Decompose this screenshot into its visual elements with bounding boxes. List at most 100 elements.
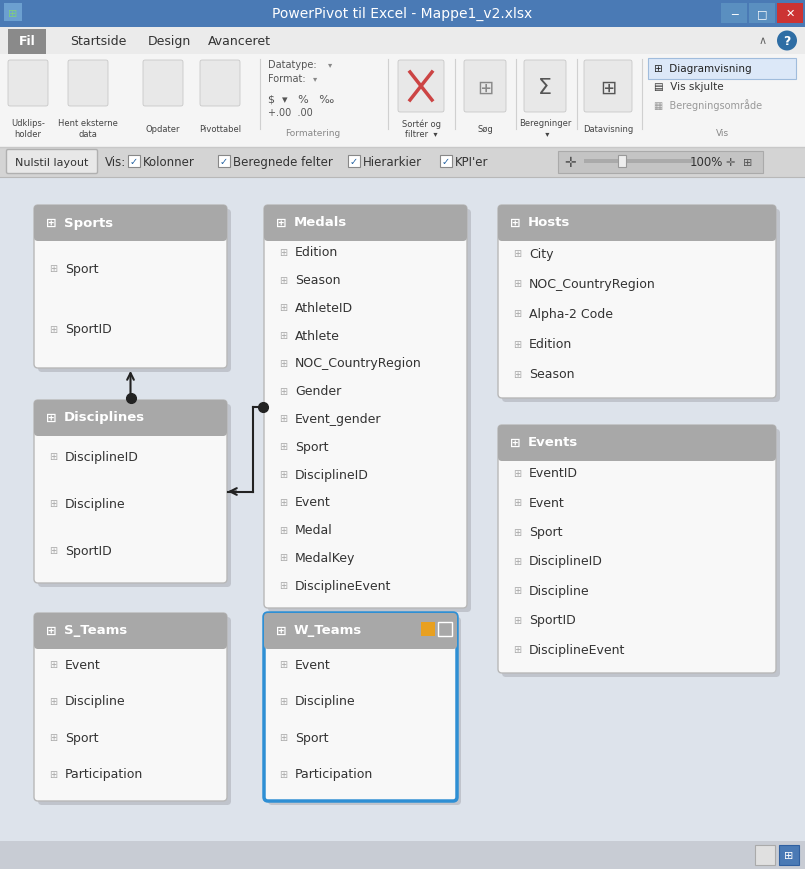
Text: MedalKey: MedalKey	[295, 551, 355, 564]
Text: DisciplineEvent: DisciplineEvent	[295, 579, 391, 592]
Bar	[39, 406, 222, 429]
FancyBboxPatch shape	[498, 426, 776, 461]
Text: ⊞: ⊞	[513, 527, 521, 537]
Text: ⊞: ⊞	[600, 78, 616, 97]
Bar	[0, 28, 805, 55]
Text: Participation: Participation	[295, 767, 374, 780]
Bar	[348, 156, 360, 168]
FancyBboxPatch shape	[34, 206, 227, 368]
FancyBboxPatch shape	[68, 61, 108, 107]
Text: ?: ?	[783, 35, 791, 48]
FancyBboxPatch shape	[498, 206, 776, 399]
Text: ⊞: ⊞	[279, 331, 287, 341]
Text: ⊞: ⊞	[49, 264, 57, 274]
Text: Kolonner: Kolonner	[143, 156, 195, 169]
Text: ⊞: ⊞	[276, 216, 287, 229]
Bar	[269, 640, 452, 646]
Text: ⊞: ⊞	[513, 249, 521, 259]
Bar	[558, 152, 763, 174]
Text: Participation: Participation	[65, 767, 143, 780]
Text: S_Teams: S_Teams	[64, 624, 127, 637]
Text: Athlete: Athlete	[295, 329, 340, 342]
Text: ⊞: ⊞	[513, 556, 521, 567]
FancyBboxPatch shape	[268, 209, 471, 613]
Text: Vis:: Vis:	[105, 156, 126, 169]
Bar	[218, 156, 230, 168]
Text: ✓: ✓	[220, 156, 228, 167]
Text: Edition: Edition	[529, 338, 572, 351]
Text: ⊞: ⊞	[279, 553, 287, 563]
Text: DisciplineEvent: DisciplineEvent	[529, 643, 625, 656]
Bar	[39, 427, 222, 433]
Bar	[4, 4, 22, 22]
Text: ⊞: ⊞	[513, 309, 521, 319]
Text: Gender: Gender	[295, 385, 341, 398]
Bar	[503, 430, 771, 454]
FancyBboxPatch shape	[498, 426, 776, 673]
Text: Sport: Sport	[295, 731, 328, 744]
Text: DisciplineID: DisciplineID	[295, 468, 369, 481]
Text: ⊞: ⊞	[513, 586, 521, 596]
Text: Sport: Sport	[65, 731, 98, 744]
Text: ⊞: ⊞	[49, 733, 57, 742]
FancyBboxPatch shape	[143, 61, 183, 107]
Text: ⊞  Diagramvisning: ⊞ Diagramvisning	[654, 64, 752, 74]
Text: ∧: ∧	[759, 36, 767, 46]
Text: Vis: Vis	[716, 129, 729, 138]
Text: ⊞: ⊞	[279, 497, 287, 507]
Text: ⊞: ⊞	[279, 733, 287, 742]
Text: ⊞: ⊞	[276, 624, 287, 637]
Bar	[39, 640, 222, 646]
Bar	[440, 156, 452, 168]
Text: ⊞: ⊞	[279, 580, 287, 590]
FancyBboxPatch shape	[34, 401, 227, 436]
Text: ⊞: ⊞	[49, 499, 57, 509]
FancyBboxPatch shape	[200, 61, 240, 107]
Text: Pivottabel: Pivottabel	[199, 124, 241, 133]
Text: Sortér og
filtrer  ▾: Sortér og filtrer ▾	[402, 119, 440, 139]
Bar	[0, 178, 805, 869]
FancyBboxPatch shape	[34, 401, 227, 583]
Bar	[755, 845, 775, 865]
Text: ⊞: ⊞	[279, 248, 287, 257]
Bar	[8, 30, 46, 55]
Text: ✕: ✕	[786, 9, 795, 19]
FancyBboxPatch shape	[6, 150, 97, 175]
Text: SportID: SportID	[65, 323, 112, 335]
Text: ⊞: ⊞	[510, 436, 520, 449]
FancyBboxPatch shape	[398, 61, 444, 113]
FancyBboxPatch shape	[584, 61, 632, 113]
FancyBboxPatch shape	[268, 617, 461, 805]
Text: Disciplines: Disciplines	[64, 411, 145, 424]
Text: ⊞: ⊞	[513, 279, 521, 289]
Bar	[269, 211, 462, 235]
Text: EventID: EventID	[529, 467, 578, 480]
Text: ⊞: ⊞	[46, 624, 56, 637]
Text: Event: Event	[65, 658, 101, 671]
Text: Sports: Sports	[64, 216, 114, 229]
Text: Opdater: Opdater	[146, 124, 180, 133]
Text: Σ: Σ	[538, 78, 552, 98]
Text: ⊞: ⊞	[49, 660, 57, 669]
Text: Design: Design	[148, 35, 192, 48]
Text: ⊞: ⊞	[279, 359, 287, 368]
FancyBboxPatch shape	[38, 405, 231, 587]
FancyBboxPatch shape	[264, 614, 457, 649]
Text: KPI'er: KPI'er	[455, 156, 489, 169]
Text: ⊞: ⊞	[46, 411, 56, 424]
Bar	[0, 841, 805, 869]
Text: Discipline: Discipline	[529, 584, 589, 597]
Text: Event_gender: Event_gender	[295, 413, 382, 426]
Text: Discipline: Discipline	[65, 497, 126, 510]
Text: ⊞: ⊞	[477, 78, 493, 97]
Bar	[0, 148, 805, 178]
Bar	[749, 4, 775, 24]
Bar	[618, 156, 626, 168]
Text: ▾: ▾	[328, 61, 332, 70]
Text: ⊞: ⊞	[510, 216, 520, 229]
Bar	[39, 618, 222, 642]
FancyBboxPatch shape	[498, 206, 776, 242]
Text: W_Teams: W_Teams	[294, 624, 362, 637]
Text: □: □	[757, 9, 767, 19]
Text: ▤  Vis skjulte: ▤ Vis skjulte	[654, 82, 724, 92]
